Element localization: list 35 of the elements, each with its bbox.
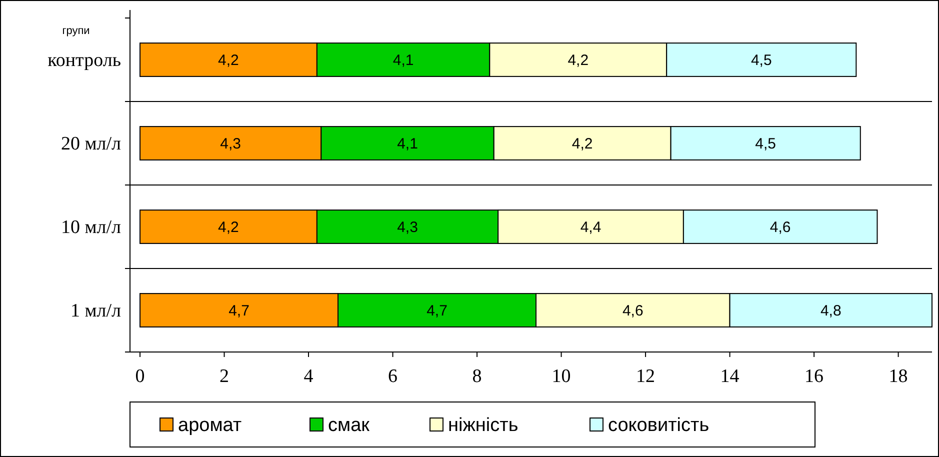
x-tick-label: 14 xyxy=(720,366,740,387)
y-tick-label: 20 мл/л xyxy=(60,133,122,154)
y-tick-label: 10 мл/л xyxy=(60,216,122,238)
x-tick-label: 16 xyxy=(804,366,824,387)
data-label: 4,5 xyxy=(750,52,772,69)
data-label: 4,6 xyxy=(770,218,791,236)
data-label: 4,7 xyxy=(228,302,250,320)
x-tick-label: 4 xyxy=(304,366,314,387)
y-tick-label: контроль xyxy=(48,50,122,71)
x-tick-label: 18 xyxy=(888,366,908,387)
data-label: 4,2 xyxy=(568,52,589,69)
legend-label: смак xyxy=(328,415,370,436)
legend-label: соковитість xyxy=(608,415,710,436)
data-label: 4,1 xyxy=(392,52,414,69)
data-label: 4,8 xyxy=(820,302,842,320)
x-tick-label: 12 xyxy=(636,366,656,387)
x-tick-label: 10 xyxy=(552,366,571,387)
data-label: 4,1 xyxy=(397,135,418,152)
data-label: 4,7 xyxy=(426,302,448,320)
legend-label: аромат xyxy=(178,415,242,436)
data-label: 4,2 xyxy=(218,218,239,236)
data-label: 4,6 xyxy=(622,302,644,320)
data-label: 4,3 xyxy=(220,135,242,152)
data-label: 4,5 xyxy=(755,135,776,152)
x-tick-label: 2 xyxy=(220,366,230,387)
x-tick-label: 0 xyxy=(135,366,145,387)
data-label: 4,3 xyxy=(397,218,418,236)
x-tick-label: 8 xyxy=(472,366,482,387)
data-label: 4,4 xyxy=(580,218,602,236)
x-tick-label: 6 xyxy=(388,366,398,387)
data-label: 4,2 xyxy=(218,52,239,69)
data-label: 4,2 xyxy=(572,135,593,152)
y-axis-title: групи xyxy=(62,25,90,37)
y-tick-label: 1 мл/л xyxy=(70,300,122,322)
legend-label: ніжність xyxy=(448,415,518,436)
